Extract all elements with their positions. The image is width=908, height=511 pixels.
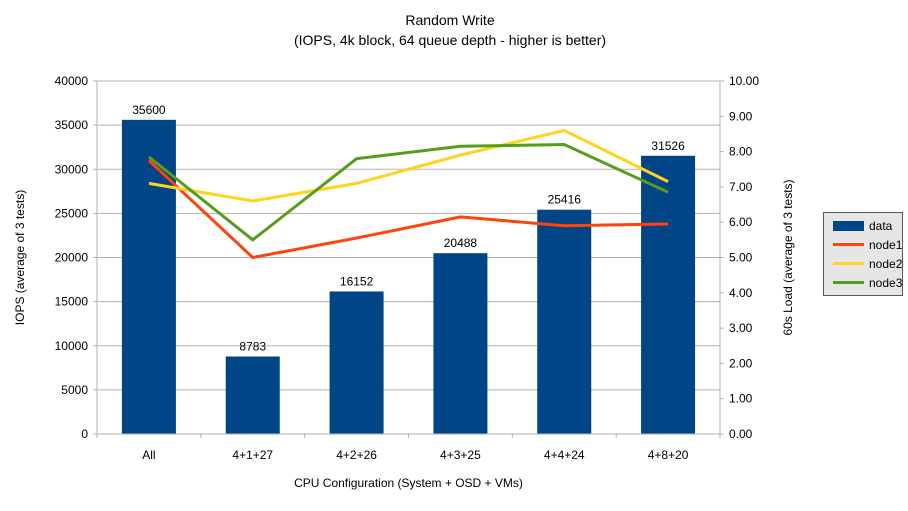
line-node1 [147, 159, 669, 260]
x-axis-category-label: 4+3+25 [440, 448, 481, 462]
bar-4+3+25 [433, 253, 488, 434]
right-axis-tick-label: 5.00 [729, 251, 753, 265]
gridlines [97, 80, 720, 435]
legend-swatch-data [833, 220, 864, 231]
bar-All [121, 119, 176, 434]
bar-label: 35600 [132, 103, 166, 117]
bar-4+8+20 [641, 155, 696, 434]
bar-4+1+27 [225, 356, 280, 434]
x-axis-title: CPU Configuration (System + OSD + VMs) [294, 476, 523, 490]
left-axis-tick-label: 10000 [55, 339, 89, 353]
right-axis-tick-label: 8.00 [729, 145, 753, 159]
right-axis-tick-label: 0.00 [729, 427, 753, 441]
legend-label: node1 [869, 237, 903, 252]
right-axis-tick-label: 10.00 [729, 74, 759, 88]
axes [93, 80, 724, 438]
bar-label: 25416 [548, 193, 582, 207]
left-axis-tick-label: 15000 [55, 295, 89, 309]
legend: data node1 node2 node3 [823, 212, 903, 296]
right-axis-tick-label: 9.00 [729, 109, 753, 123]
line-node2 [148, 128, 669, 203]
x-axis-category-label: 4+1+27 [232, 448, 273, 462]
left-axis-tick-label: 25000 [55, 206, 89, 220]
x-axis-category-label: 4+8+20 [648, 448, 689, 462]
right-axis-title: 60s Load (average of 3 tests) [781, 179, 795, 335]
right-axis-tick-label: 3.00 [729, 321, 753, 335]
bar-label: 16152 [340, 274, 374, 288]
bar-label: 8783 [239, 339, 266, 353]
legend-label: node3 [869, 275, 903, 290]
line-series-node1 [147, 159, 669, 260]
line-series-node2 [148, 128, 669, 203]
bar-4+2+26 [329, 291, 384, 434]
right-axis-tick-label: 7.00 [729, 180, 753, 194]
x-axis-category-label: All [142, 448, 155, 462]
legend-item-node1: node1 [833, 236, 902, 254]
right-axis-tick-label: 4.00 [729, 286, 753, 300]
right-axis-tick-label: 1.00 [729, 392, 753, 406]
bar-series-data [121, 119, 696, 434]
left-axis-tick-label: 40000 [55, 74, 89, 88]
left-axis-tick-label: 35000 [55, 118, 89, 132]
right-axis-tick-label: 2.00 [729, 356, 753, 370]
x-axis-category-label: 4+4+24 [544, 448, 585, 462]
line-node3 [147, 143, 669, 242]
bar-label: 20488 [444, 236, 478, 250]
legend-item-node3: node3 [833, 274, 902, 292]
legend-label: data [869, 218, 893, 233]
x-axis-category-label: 4+2+26 [336, 448, 377, 462]
legend-item-data: data [833, 217, 902, 235]
left-axis-title: IOPS (average of 3 tests) [13, 190, 27, 325]
legend-swatch-node2 [833, 262, 864, 265]
axis-titles: IOPS (average of 3 tests) 60s Load (avera… [13, 179, 795, 490]
left-axis-tick-label: 20000 [55, 251, 89, 265]
left-axis-tick-label: 5000 [61, 383, 88, 397]
legend-swatch-node3 [833, 281, 864, 284]
bar-label: 31526 [651, 139, 685, 153]
legend-label: node2 [869, 256, 903, 271]
legend-swatch-node1 [833, 243, 864, 246]
chart-header: Random Write (IOPS, 4k block, 64 queue d… [0, 10, 900, 50]
bar-4+4+24 [537, 209, 592, 434]
tick-labels: 0 5000 10000 15000 20000 25000 30000 35000 40000… [55, 74, 760, 462]
line-series-node3 [147, 143, 669, 242]
chart-title: Random Write [405, 12, 495, 28]
left-axis-tick-label: 0 [81, 427, 88, 441]
bar-value-labels: 35600 8783 16152 20488 25416 31526 [132, 103, 685, 354]
chart-subtitle: (IOPS, 4k block, 64 queue depth - higher… [293, 32, 607, 48]
left-axis-tick-label: 30000 [55, 162, 89, 176]
legend-item-node2: node2 [833, 255, 902, 273]
right-axis-tick-label: 6.00 [729, 215, 753, 229]
